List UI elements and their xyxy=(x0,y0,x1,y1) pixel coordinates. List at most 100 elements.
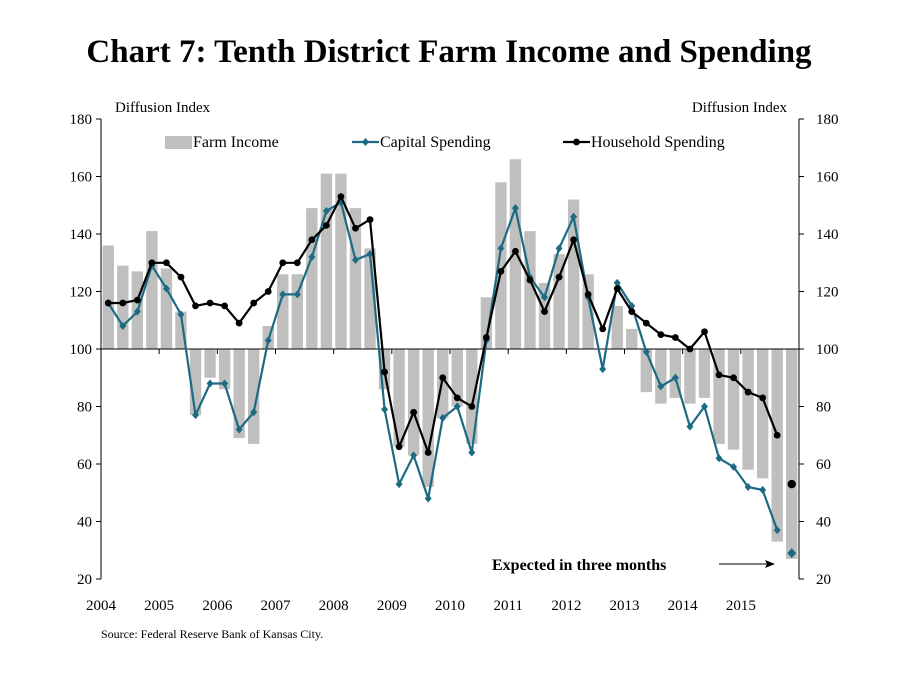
capital-spending-point xyxy=(541,293,549,302)
farm-income-bar xyxy=(669,349,682,398)
household-spending-point xyxy=(264,288,272,295)
capital-spending-point xyxy=(555,244,563,253)
capital-spending-point xyxy=(250,408,258,417)
farm-income-bar xyxy=(553,254,565,349)
capital-spending-point xyxy=(613,278,621,287)
household-spending-point xyxy=(293,259,301,267)
household-spending-point xyxy=(497,267,505,275)
household-spending-point xyxy=(206,299,214,307)
capital-spending-point xyxy=(773,526,781,535)
right-tick-label: 180 xyxy=(816,112,839,128)
farm-income-bar xyxy=(771,349,783,542)
farm-income-bar xyxy=(495,182,507,349)
household-spending-point xyxy=(744,388,752,396)
farm-income-bar xyxy=(189,349,202,416)
legend-marker xyxy=(362,138,369,146)
capital-spending-expected-point xyxy=(787,548,797,559)
household-spending-point xyxy=(613,285,621,293)
farm-income-bar xyxy=(756,349,769,479)
right-tick-label: 140 xyxy=(816,227,839,243)
household-spending-point xyxy=(715,371,723,379)
capital-spending-point xyxy=(700,402,708,411)
household-spending-point xyxy=(163,259,170,267)
legend-label: Farm Income xyxy=(193,134,279,151)
farm-income-bar xyxy=(393,349,405,447)
expected-arrow-head xyxy=(765,560,775,568)
household-spending-point xyxy=(410,408,418,416)
capital-spending-point xyxy=(424,494,432,503)
farm-income-bar xyxy=(567,199,580,349)
household-spending-point xyxy=(250,299,258,307)
capital-spending-point xyxy=(206,379,214,388)
farm-income-bar xyxy=(655,349,667,404)
household-spending-point xyxy=(512,247,519,255)
farm-income-bar xyxy=(248,349,260,444)
capital-spending-point xyxy=(133,307,141,316)
farm-income-bar xyxy=(306,208,318,349)
household-spending-point xyxy=(773,431,781,439)
x-tick-label: 2009 xyxy=(377,598,407,614)
x-tick-label: 2006 xyxy=(202,598,233,614)
x-tick-label: 2012 xyxy=(551,598,581,614)
household-spending-point xyxy=(482,334,490,341)
x-tick-label: 2013 xyxy=(610,598,640,614)
left-tick-label: 60 xyxy=(77,457,92,473)
capital-spending-point xyxy=(657,382,665,391)
farm-income-bar xyxy=(626,328,638,349)
household-spending-point xyxy=(541,308,548,316)
farm-income-bar xyxy=(437,349,449,418)
right-tick-label: 80 xyxy=(816,400,831,416)
x-tick-label: 2005 xyxy=(144,598,174,614)
farm-income-bar xyxy=(684,349,696,404)
capital-spending-point xyxy=(395,480,403,489)
x-tick-label: 2004 xyxy=(86,598,117,614)
capital-spending-point xyxy=(570,212,578,221)
expected-annotation: Expected in three months xyxy=(492,557,775,574)
capital-spending-point xyxy=(497,244,505,253)
capital-spending-point xyxy=(162,284,170,293)
legend-marker xyxy=(573,138,580,146)
right-tick-label: 40 xyxy=(816,515,831,531)
capital-spending-point xyxy=(293,290,301,299)
capital-spending-point xyxy=(264,336,272,345)
capital-spending-point xyxy=(759,485,767,494)
household-spending-point xyxy=(642,319,650,327)
right-tick-label: 160 xyxy=(816,170,839,186)
farm-income-bar xyxy=(320,173,333,349)
household-spending-point xyxy=(526,276,534,284)
farm-income-bar xyxy=(451,349,463,407)
household-spending-point xyxy=(453,394,461,402)
household-spending-point xyxy=(701,328,708,336)
farm-income-bar xyxy=(466,349,478,444)
farm-income-bar xyxy=(349,208,362,349)
farm-income-bar xyxy=(538,282,551,349)
household-spending-point xyxy=(599,325,607,333)
left-tick-label: 100 xyxy=(70,342,93,358)
chart-title: Chart 7: Tenth District Farm Income and … xyxy=(86,34,812,70)
left-tick-label: 80 xyxy=(77,400,92,416)
household-spending-point xyxy=(395,443,403,451)
right-tick-label: 20 xyxy=(816,572,831,588)
household-spending-point xyxy=(119,299,127,307)
capital-spending-point xyxy=(381,405,389,414)
household-spending-point xyxy=(468,403,476,410)
household-spending-point xyxy=(279,259,287,267)
capital-spending-point xyxy=(642,347,650,356)
household-spending-point xyxy=(308,236,316,244)
left-tick-label: 20 xyxy=(77,572,92,588)
capital-spending-point xyxy=(351,255,359,264)
farm-income-bar xyxy=(175,311,187,349)
household-spending-point xyxy=(628,308,636,316)
farm-income-bar xyxy=(218,349,231,390)
household-spending-point xyxy=(759,394,767,402)
farm-income-bar xyxy=(698,349,711,398)
left-tick-label: 140 xyxy=(70,227,93,243)
x-tick-label: 2015 xyxy=(726,598,756,614)
capital-spending-point xyxy=(410,451,418,460)
household-spending-point xyxy=(177,273,185,281)
farm-income-bar xyxy=(480,297,493,349)
household-spending-point xyxy=(584,290,592,298)
legend-label: Capital Spending xyxy=(380,134,491,151)
farm-income-bar xyxy=(204,349,216,378)
farm-income-bar xyxy=(611,305,623,349)
